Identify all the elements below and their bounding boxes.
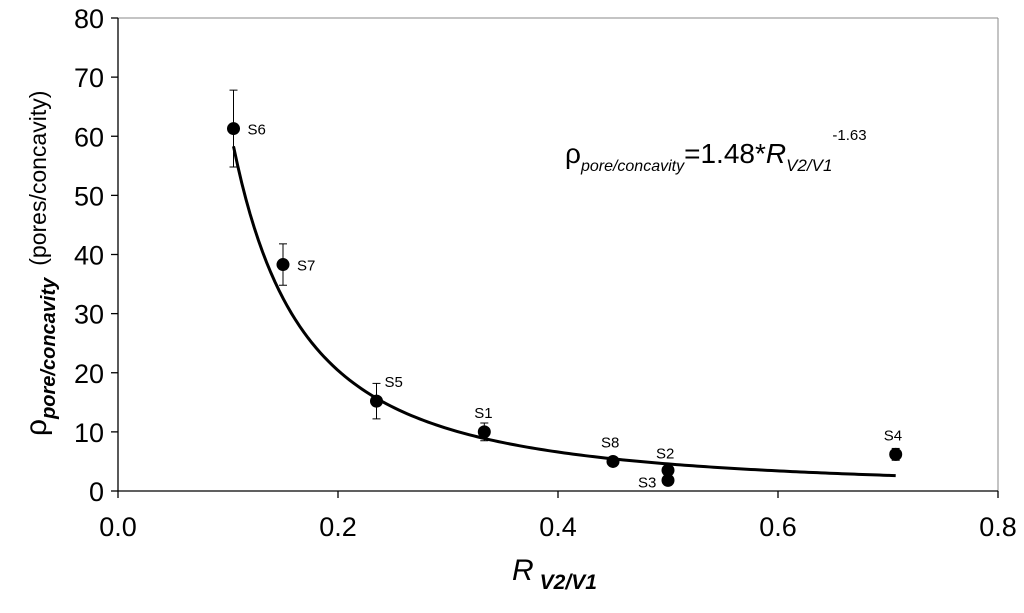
x-tick-label: 0.6 bbox=[759, 512, 797, 542]
x-axis-label: R V2/V1 bbox=[512, 554, 597, 594]
y-tick-label: 50 bbox=[74, 181, 104, 211]
data-point-s2: S2 bbox=[656, 445, 675, 477]
data-point-s7: S7 bbox=[276, 243, 315, 286]
data-point-marker bbox=[227, 122, 240, 136]
y-tick-label: 80 bbox=[74, 4, 104, 34]
equation-R: R bbox=[766, 138, 786, 169]
y-tick-label: 0 bbox=[89, 477, 104, 507]
data-point-label: S4 bbox=[884, 427, 902, 444]
equation-body: =1.48* bbox=[684, 138, 766, 169]
data-point-label: S8 bbox=[601, 434, 619, 451]
data-point-marker bbox=[276, 258, 290, 272]
data-point-marker bbox=[661, 463, 675, 477]
data-point-s8: S8 bbox=[601, 434, 620, 468]
x-axis-ticks: 0.0 0.2 0.4 0.6 0.8 bbox=[99, 491, 1017, 542]
data-point-label: S5 bbox=[385, 374, 403, 391]
y-tick-label: 20 bbox=[74, 359, 104, 389]
data-point-s4: S4 bbox=[884, 427, 903, 461]
y-tick-label: 30 bbox=[74, 300, 104, 330]
x-axis-label-sub: V2/V1 bbox=[540, 571, 597, 594]
y-axis-label-main: ρ bbox=[20, 419, 53, 436]
equation-R-sub: V2/V1 bbox=[786, 156, 832, 175]
data-point-marker bbox=[606, 454, 620, 468]
y-tick-label: 10 bbox=[74, 418, 104, 448]
data-point-label: S6 bbox=[248, 122, 266, 139]
data-point-s1: S1 bbox=[474, 405, 493, 442]
equation-rho-sub: pore/concavity bbox=[580, 158, 685, 175]
y-axis-label-unit: (pores/concavity) bbox=[25, 91, 51, 266]
y-tick-label: 70 bbox=[74, 63, 104, 93]
y-tick-label: 40 bbox=[74, 241, 104, 271]
data-point-label: S2 bbox=[656, 445, 674, 462]
x-tick-label: 0.2 bbox=[319, 512, 357, 542]
y-axis-label: ρpore/concavity (pores/concavity) bbox=[20, 91, 60, 436]
data-point-s6: S6 bbox=[227, 89, 266, 168]
equation-exponent: -1.63 bbox=[832, 127, 866, 144]
y-axis-ticks: 0 10 20 30 40 50 60 70 80 bbox=[74, 4, 118, 507]
data-point-marker bbox=[477, 425, 491, 439]
data-point-marker bbox=[370, 394, 383, 408]
data-point-s5: S5 bbox=[370, 374, 403, 420]
x-tick-label: 0.8 bbox=[979, 512, 1017, 542]
equation-rho: ρ bbox=[565, 138, 581, 169]
x-tick-label: 0.4 bbox=[539, 512, 577, 542]
x-tick-label: 0.0 bbox=[99, 512, 137, 542]
data-point-label: S7 bbox=[297, 258, 315, 275]
y-axis-label-sub: pore/concavity bbox=[38, 277, 60, 420]
data-point-marker bbox=[661, 473, 675, 487]
data-point-label: S1 bbox=[474, 405, 492, 422]
data-point-s3: S3 bbox=[638, 473, 675, 491]
data-point-marker bbox=[889, 447, 903, 461]
y-tick-label: 60 bbox=[74, 122, 104, 152]
x-axis-label-main: R bbox=[512, 554, 534, 587]
fit-curve bbox=[232, 145, 896, 478]
fit-equation: ρpore/concavity=1.48*RV2/V1-1.63 bbox=[565, 127, 867, 175]
data-point-label: S3 bbox=[638, 474, 656, 491]
